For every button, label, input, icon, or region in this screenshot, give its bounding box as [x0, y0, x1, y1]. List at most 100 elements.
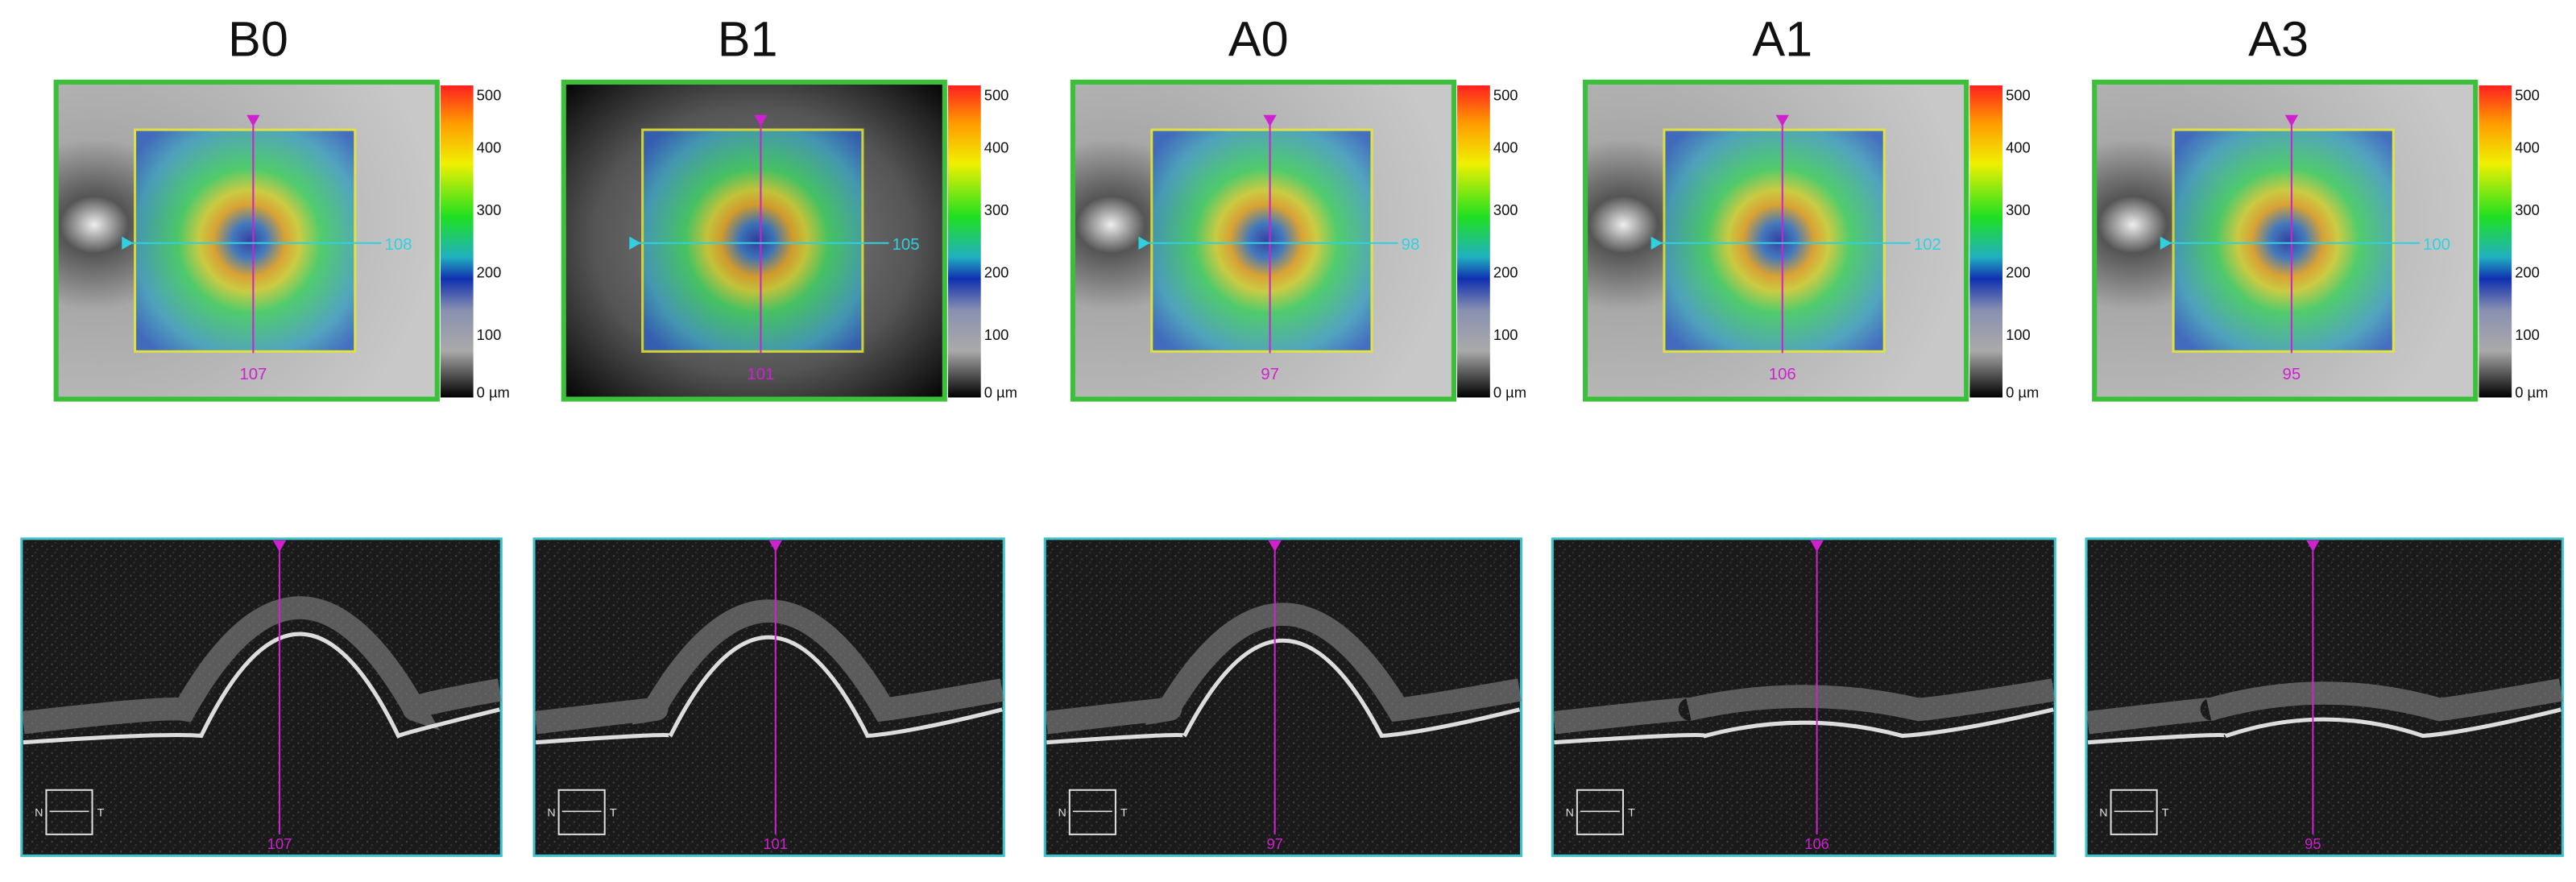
bscan-position-marker: [272, 540, 287, 553]
horizontal-scan-marker: [122, 236, 134, 250]
horizontal-scan-number: 105: [892, 236, 920, 254]
vertical-scan-marker: [1263, 114, 1277, 127]
retina-band: [22, 596, 502, 735]
colorbar: [1969, 85, 2003, 398]
colorbar: [440, 85, 474, 398]
retina-band: [2086, 678, 2563, 735]
panel-title: A1: [1752, 11, 1812, 66]
colorbar-tick-label: 100: [2515, 326, 2540, 343]
retina-band: [1552, 678, 2056, 735]
colorbar: [1457, 85, 1490, 398]
panel-title: B1: [718, 11, 778, 66]
colorbar-tick-label: 500: [2006, 86, 2031, 103]
colorbar-tick-label: 500: [984, 86, 1009, 103]
colorbar-tick-label: 500: [477, 86, 502, 103]
colorbar-tick-label: 100: [477, 326, 502, 343]
orientation-box: [45, 789, 93, 835]
vertical-scan-marker: [1775, 114, 1789, 127]
orientation-box: [1576, 789, 1624, 835]
horizontal-scan-marker: [1650, 236, 1663, 250]
orientation-left: N: [1058, 806, 1066, 819]
retina-band: [1045, 602, 1522, 735]
bscan-position-marker: [2306, 540, 2320, 553]
bscan-number: 101: [763, 835, 788, 852]
panel-title: A3: [2248, 11, 2309, 66]
orientation-left: N: [1566, 806, 1574, 819]
vertical-scan-number: 97: [1261, 366, 1279, 383]
colorbar: [2479, 85, 2512, 398]
panel-title: A0: [1228, 11, 1289, 66]
thickness-map: [1663, 128, 1886, 353]
orientation-box: [557, 789, 606, 835]
colorbar-tick-label: 200: [984, 264, 1009, 281]
colorbar-tick-label: 200: [2006, 264, 2031, 281]
thickness-map: [134, 128, 357, 353]
orientation-left: N: [2099, 806, 2107, 819]
colorbar-tick-label: 300: [477, 201, 502, 218]
vertical-scan-marker: [246, 114, 260, 127]
orientation-right: T: [2162, 806, 2169, 819]
colorbar-tick-label: 0 µm: [2006, 383, 2039, 400]
colorbar-tick-label: 0 µm: [477, 383, 510, 400]
rpe-line: [535, 635, 1003, 745]
rpe-line: [2087, 707, 2562, 745]
orientation-right: T: [1628, 806, 1635, 819]
bscan-position-marker: [1810, 540, 1824, 553]
vertical-scan-number: 106: [1769, 366, 1796, 383]
vertical-scan-number: 101: [747, 366, 774, 383]
rpe-line: [1554, 707, 2054, 745]
orientation-right: T: [610, 806, 617, 819]
colorbar-tick-label: 200: [2515, 264, 2540, 281]
colorbar-tick-label: 200: [477, 264, 502, 281]
bscan-number: 97: [1266, 835, 1282, 852]
bscan-number: 106: [1804, 835, 1829, 852]
colorbar-tick-label: 100: [1493, 326, 1518, 343]
orientation-left: N: [35, 806, 43, 819]
colorbar: [947, 85, 981, 398]
colorbar-tick-label: 0 µm: [1493, 383, 1526, 400]
panel-title: B0: [228, 11, 288, 66]
colorbar-tick-label: 200: [1493, 264, 1518, 281]
horizontal-scan-marker: [629, 236, 641, 250]
orientation-box: [1068, 789, 1116, 835]
rpe-line: [23, 631, 500, 745]
colorbar-tick-label: 400: [2515, 139, 2540, 156]
colorbar-tick-label: 300: [2515, 201, 2540, 218]
bscan-image: [1043, 537, 1523, 857]
horizontal-scan-number: 98: [1402, 236, 1420, 254]
thickness-map: [1150, 128, 1373, 353]
colorbar-tick-label: 0 µm: [2515, 383, 2548, 400]
orientation-box: [2110, 789, 2158, 835]
colorbar-tick-label: 400: [1493, 139, 1518, 156]
horizontal-scan-number: 108: [384, 236, 412, 254]
orientation-right: T: [1120, 806, 1128, 819]
colorbar-tick-label: 0 µm: [984, 383, 1017, 400]
horizontal-scan-marker: [2160, 236, 2172, 250]
bscan-position-marker: [1268, 540, 1282, 553]
horizontal-scan-marker: [1138, 236, 1150, 250]
colorbar-tick-label: 400: [477, 139, 502, 156]
thickness-map: [2172, 128, 2395, 353]
bscan-number: 95: [2305, 835, 2321, 852]
horizontal-scan-number: 100: [2423, 236, 2450, 254]
orientation-left: N: [547, 806, 555, 819]
retina-band: [534, 599, 1004, 735]
colorbar-tick-label: 100: [2006, 326, 2031, 343]
rpe-line: [1046, 638, 1521, 745]
bscan-number: 107: [267, 835, 292, 852]
colorbar-tick-label: 400: [984, 139, 1009, 156]
vertical-scan-marker: [2284, 114, 2299, 127]
horizontal-scan-number: 102: [1914, 236, 1941, 254]
thickness-map: [641, 128, 864, 353]
vertical-scan-number: 107: [239, 366, 267, 383]
vertical-scan-marker: [754, 114, 768, 127]
colorbar-tick-label: 400: [2006, 139, 2031, 156]
colorbar-tick-label: 300: [984, 201, 1009, 218]
vertical-scan-number: 95: [2283, 366, 2301, 383]
orientation-right: T: [97, 806, 105, 819]
bscan-position-marker: [768, 540, 782, 553]
colorbar-tick-label: 300: [2006, 201, 2031, 218]
colorbar-tick-label: 500: [2515, 86, 2540, 103]
